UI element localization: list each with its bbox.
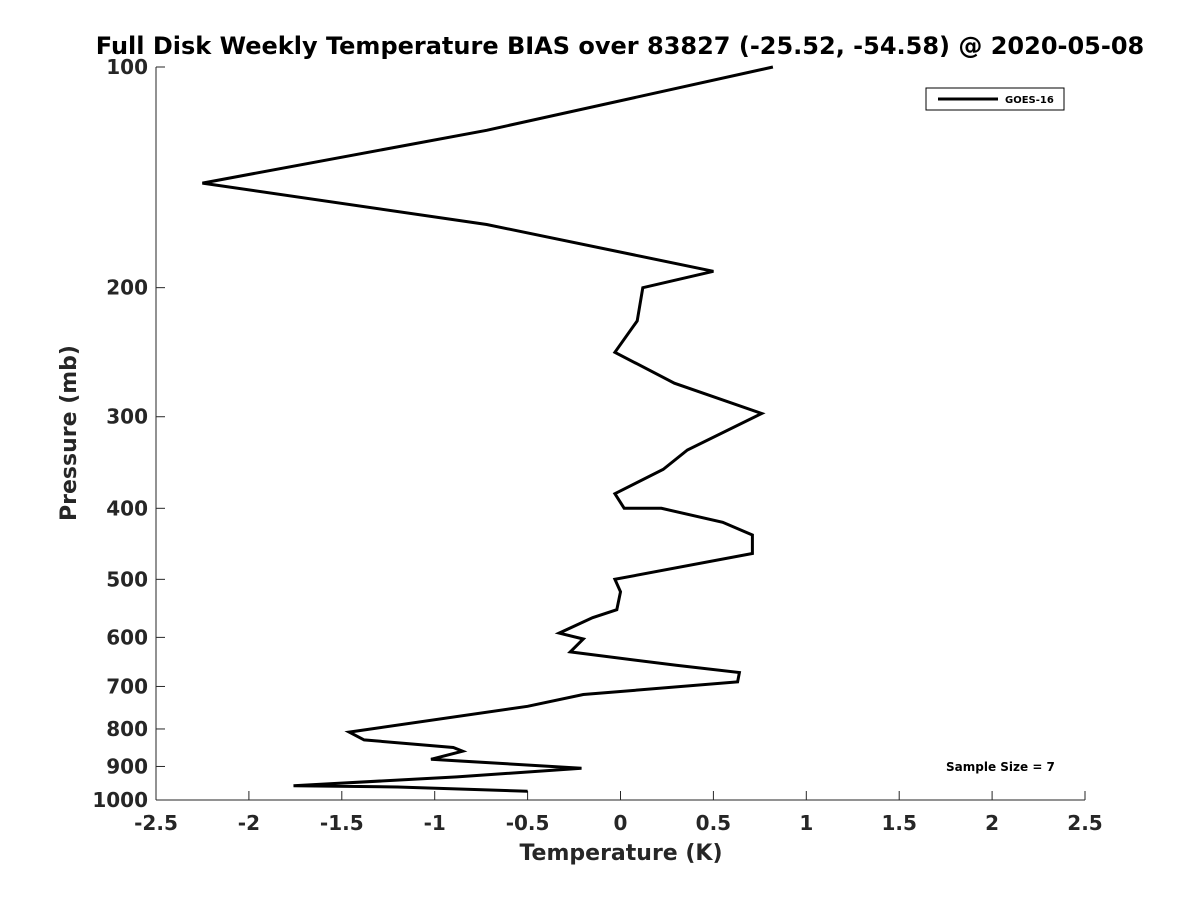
y-tick-label: 100 [106, 55, 148, 79]
x-tick-label: 0 [614, 811, 628, 835]
plot-area [202, 65, 774, 793]
x-tick-label: 1.5 [881, 811, 916, 835]
y-tick-label: 1000 [92, 788, 148, 812]
x-axis-label: Temperature (K) [519, 841, 722, 866]
x-tick-label: -2 [238, 811, 260, 835]
y-tick-label: 300 [106, 405, 148, 429]
y-tick-label: 200 [106, 276, 148, 300]
x-tick-label: -1.5 [320, 811, 364, 835]
x-tick-label: 2 [985, 811, 999, 835]
x-tick-label: -1 [424, 811, 446, 835]
x-tick-label: 2.5 [1067, 811, 1102, 835]
legend: GOES-16 [925, 87, 1065, 111]
x-tick-label: 1 [799, 811, 813, 835]
y-tick-label: 500 [106, 567, 148, 591]
series-line-goes-16 [202, 65, 774, 793]
y-axis-label: Pressure (mb) [57, 345, 82, 521]
y-tick-label: 700 [106, 674, 148, 698]
x-tick-label: -2.5 [134, 811, 178, 835]
y-tick-label: 600 [106, 625, 148, 649]
y-tick-label: 400 [106, 496, 148, 520]
x-tick-label: 0.5 [696, 811, 731, 835]
x-tick-label: -0.5 [506, 811, 550, 835]
sample-size-annotation: Sample Size = 7 [946, 760, 1055, 774]
legend-label-goes-16: GOES-16 [1005, 95, 1054, 106]
y-tick-label: 800 [106, 717, 148, 741]
chart-title: Full Disk Weekly Temperature BIAS over 8… [96, 32, 1144, 60]
y-tick-label: 900 [106, 754, 148, 778]
axis-ticks: -2.5 -2 -1.5 -1 -0.5 0 0.5 1 1.5 2 2.5 100 200 300 400… [92, 55, 1102, 835]
